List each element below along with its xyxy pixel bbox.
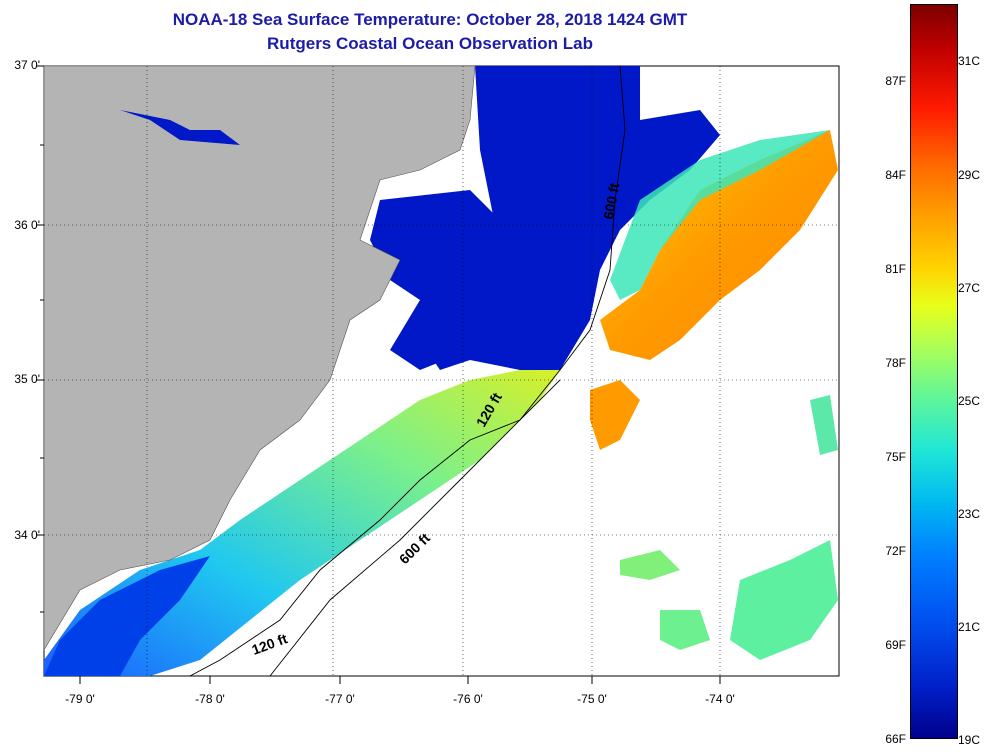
colorbar-c-31: 31C [958, 54, 981, 68]
inland-water [120, 110, 240, 145]
offshore-patch-4 [810, 395, 838, 455]
lat-label-34: 34 0' [14, 528, 40, 542]
lat-label-35: 35 0' [14, 372, 40, 386]
map-title: NOAA-18 Sea Surface Temperature: October… [172, 10, 688, 29]
colorbar-f-84: 84F [885, 168, 906, 182]
colorbar-c-27: 27C [958, 281, 981, 295]
contour-120ft [189, 379, 561, 677]
offshore-patch-3 [620, 550, 680, 580]
gulf-stream [600, 130, 838, 360]
inner-shelf [44, 556, 210, 676]
lat-label-36: 36 0' [14, 218, 40, 232]
colorbar-c-25: 25C [958, 394, 981, 408]
colorbar-f-75: 75F [885, 450, 906, 464]
lon-label-77: -77 0' [325, 692, 355, 706]
lon-label-76: -76 0' [453, 692, 483, 706]
colorbar-f-81: 81F [885, 262, 906, 276]
graticule [44, 66, 839, 676]
land-mass [43, 65, 476, 652]
colorbar-f-87: 87F [885, 74, 906, 88]
offshore-patch-1 [730, 540, 838, 660]
warm-patch [590, 380, 640, 450]
sst-map: 600 ft 600 ft 120 ft 120 ft [36, 65, 840, 684]
offshore-patch-2 [660, 610, 710, 650]
gulf-stream-edge [610, 130, 830, 300]
lon-label-74: -74 0' [705, 692, 735, 706]
contour-label-600ft-north: 600 ft [600, 181, 622, 220]
axis-ticks [36, 65, 721, 684]
colorbar-c-29: 29C [958, 168, 981, 182]
lon-label-75: -75 0' [577, 692, 607, 706]
temperature-colorbar [910, 4, 958, 739]
colorbar-c-23: 23C [958, 507, 981, 521]
contour-600ft [269, 65, 626, 677]
sound-water [370, 190, 530, 370]
lat-label-37: 37 0' [14, 58, 40, 72]
colorbar-c-21: 21C [958, 620, 981, 634]
colorbar-f-78: 78F [885, 356, 906, 370]
map-subtitle: Rutgers Coastal Ocean Observation Lab [267, 34, 593, 53]
colorbar-f-66: 66F [885, 732, 906, 746]
lon-label-79: -79 0' [65, 692, 95, 706]
colorbar-c-19: 19C [958, 733, 981, 747]
lon-label-78: -78 0' [195, 692, 225, 706]
colorbar-f-69: 69F [885, 638, 906, 652]
colorbar-f-72: 72F [885, 544, 906, 558]
